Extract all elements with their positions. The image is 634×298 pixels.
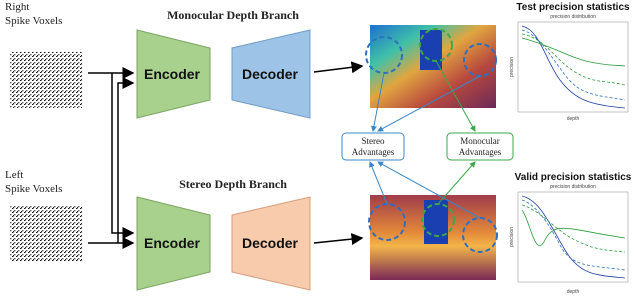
advantage-label: Advantages — [352, 147, 395, 157]
plot-subtitle: precision distribution — [550, 184, 596, 190]
decoder — [231, 196, 311, 291]
advantage-label: Monocular — [460, 136, 500, 146]
decoder — [231, 29, 311, 119]
axis-label: precision — [509, 57, 515, 77]
axis-label: depth — [567, 289, 580, 295]
advantage-links — [369, 60, 481, 219]
plot-title: Test precision statistics — [516, 2, 630, 13]
encoder-label: Encoder — [144, 66, 201, 82]
input-label: Spike Voxels — [5, 15, 62, 27]
axis-label: depth — [567, 116, 580, 122]
encoder — [136, 196, 211, 291]
branch-title: Stereo Depth Branch — [179, 177, 287, 191]
plot-area — [517, 21, 629, 113]
advantage-box — [446, 132, 514, 161]
highlight — [462, 217, 498, 253]
plot-curves — [521, 25, 626, 109]
connectors — [88, 61, 364, 249]
axis-label: precision — [509, 227, 515, 247]
input-label: Spike Voxels — [5, 183, 62, 195]
plot-subtitle: precision distribution — [550, 14, 596, 20]
branch-title: Monocular Depth Branch — [167, 8, 299, 22]
encoder-label: Encoder — [144, 235, 201, 251]
advantage-label: Advantages — [459, 147, 502, 157]
plot-area — [517, 191, 629, 283]
encoder — [136, 29, 211, 119]
decoder-label: Decoder — [242, 66, 299, 82]
advantage-box — [341, 132, 405, 161]
point-cloud — [10, 52, 82, 108]
decoder-label: Decoder — [242, 235, 299, 251]
input-label: Right — [5, 1, 29, 13]
advantage-label: Stereo — [362, 136, 385, 146]
point-cloud — [10, 206, 82, 262]
input-label: Left — [5, 169, 23, 181]
plot-title: Valid precision statistics — [515, 172, 632, 183]
plot-curves — [521, 195, 626, 279]
